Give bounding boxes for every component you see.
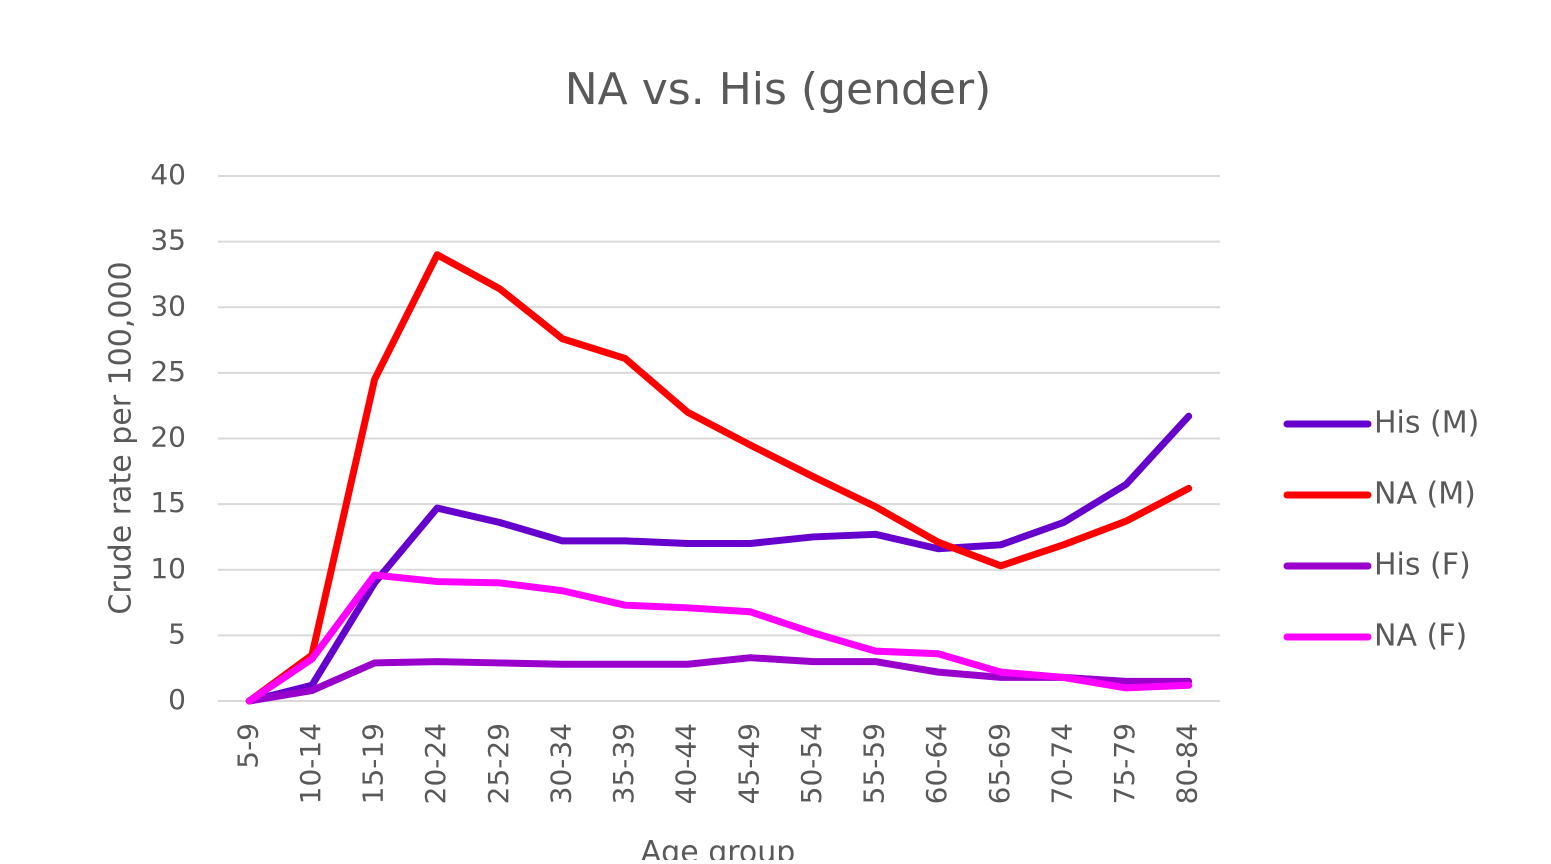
x-tick-label: 65-69: [983, 723, 1016, 804]
y-tick-label: 0: [168, 683, 186, 716]
x-tick-label: 75-79: [1108, 723, 1141, 804]
y-tick-label: 20: [150, 421, 186, 454]
x-tick-label: 25-29: [482, 723, 515, 804]
series-line: [245, 571, 1193, 705]
legend-label: NA (F): [1374, 619, 1467, 654]
x-tick-label: 40-44: [670, 723, 703, 804]
legend-label: His (M): [1374, 406, 1479, 441]
y-tick-label: 5: [168, 617, 186, 650]
y-tick-label: 40: [150, 158, 186, 191]
x-tick-label: 60-64: [920, 723, 953, 804]
x-tick-label: 70-74: [1045, 723, 1078, 804]
series-line: [245, 251, 1193, 705]
x-tick-label: 30-34: [544, 723, 577, 804]
x-tick-label: 80-84: [1171, 723, 1204, 804]
x-tick-label: 5-9: [231, 723, 264, 769]
x-tick-label: 10-14: [294, 723, 327, 804]
chart-title: NA vs. His (gender): [565, 64, 991, 115]
y-tick-label: 25: [150, 355, 186, 388]
x-tick-label: 15-19: [357, 723, 390, 804]
x-tick-label: 45-49: [732, 723, 765, 804]
y-tick-label: 30: [150, 289, 186, 322]
x-tick-label: 50-54: [795, 723, 828, 804]
legend-label: NA (M): [1374, 477, 1476, 512]
x-axis-title: Age group: [641, 835, 796, 860]
y-tick-label: 10: [150, 552, 186, 585]
x-tick-label: 55-59: [858, 723, 891, 804]
legend-label: His (F): [1374, 548, 1471, 583]
x-tick-label: 35-39: [607, 723, 640, 804]
x-tick-label: 20-24: [419, 723, 452, 804]
y-tick-label: 35: [150, 224, 186, 257]
y-tick-label: 15: [150, 486, 186, 519]
series-line: [245, 412, 1193, 705]
y-axis-title: Crude rate per 100,000: [104, 261, 139, 614]
